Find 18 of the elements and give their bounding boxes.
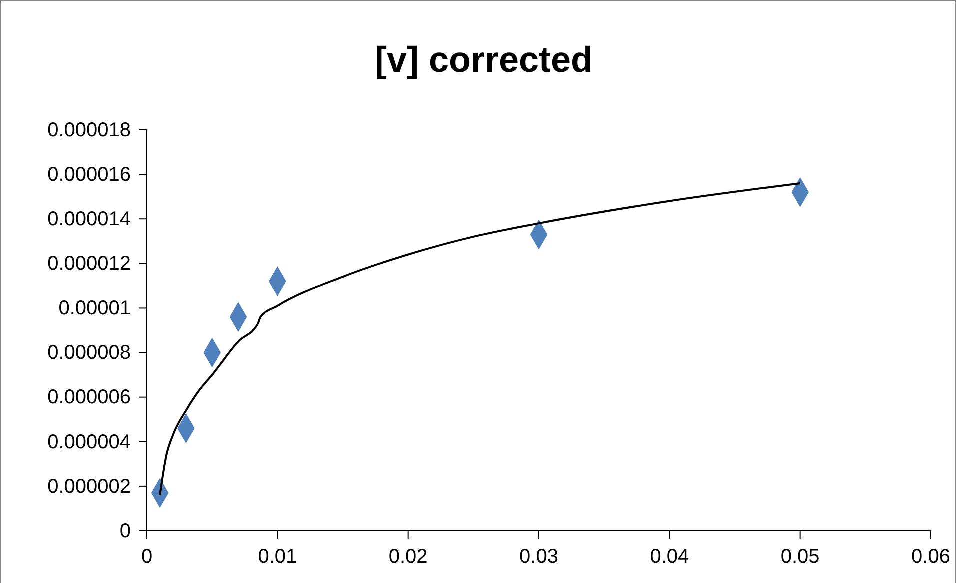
x-tick-label: 0.04: [650, 546, 690, 568]
x-tick-label: 0.06: [912, 546, 950, 568]
x-tick-label: 0: [141, 546, 153, 568]
y-tick-label: 0.000006: [48, 386, 131, 409]
y-tick-label: 0.000018: [48, 119, 131, 142]
chart-title: [v] corrected: [374, 39, 594, 80]
x-tick-label: 0.02: [388, 546, 428, 568]
x-tick-label: 0.01: [258, 546, 298, 568]
y-tick-label: 0: [120, 520, 131, 542]
y-tick-label: 0.000014: [48, 208, 131, 231]
y-tick-label: 0.00001: [58, 298, 131, 320]
y-tick-label: 0.000004: [48, 431, 131, 454]
y-tick-label: 0.000012: [48, 253, 131, 276]
x-tick-label: 0.03: [520, 546, 558, 568]
y-tick-label: 0.000016: [48, 164, 131, 186]
x-tick-label: 0.05: [780, 546, 820, 568]
y-tick-label: 0.000008: [48, 342, 131, 364]
y-tick-label: 0.000002: [48, 476, 131, 498]
